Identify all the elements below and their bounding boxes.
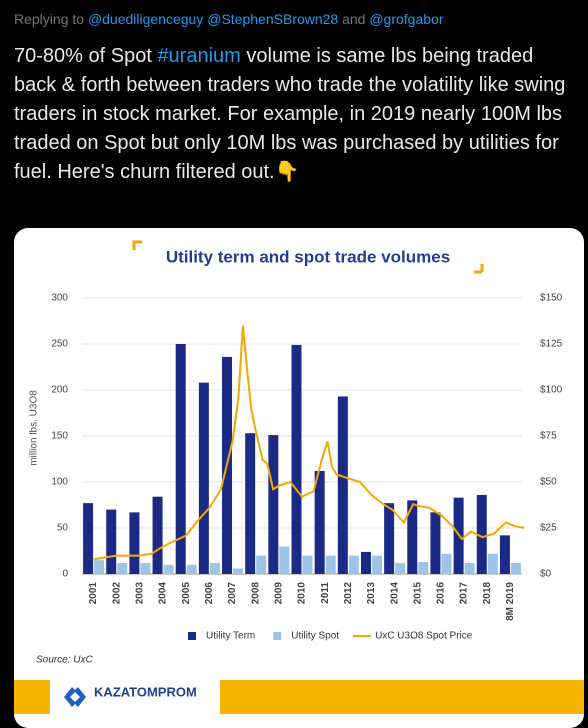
x-tick-label: 2011	[320, 582, 331, 604]
y2-tick-label: $125	[540, 339, 563, 350]
bar	[302, 555, 313, 574]
x-tick-label: 2008	[250, 582, 261, 605]
bar	[129, 512, 140, 574]
bar	[94, 560, 105, 574]
mention[interactable]: @duediligenceguy	[87, 11, 204, 27]
y-tick-label: 100	[51, 477, 68, 488]
y2-tick-label: $75	[540, 431, 557, 442]
y-tick-label: 300	[51, 293, 68, 304]
x-tick-label: 2016	[436, 582, 447, 605]
x-tick-label: 2012	[343, 582, 354, 605]
bar	[163, 564, 174, 574]
source: Source: UxC	[36, 655, 93, 666]
price-line	[93, 325, 525, 561]
bar	[360, 551, 371, 574]
chart-image[interactable]: Utility term and spot trade volumes mill…	[14, 228, 584, 728]
x-tick-label: 2014	[389, 582, 400, 605]
x-tick-label: 2017	[459, 582, 470, 605]
bar	[152, 496, 163, 574]
bar	[314, 470, 325, 574]
mention[interactable]: @grofgabor	[369, 11, 444, 27]
x-tick-label: 2005	[181, 582, 192, 605]
logo-icon	[64, 687, 86, 707]
y-tick-label: 150	[51, 431, 68, 442]
bar	[487, 553, 498, 574]
y-tick-label: 0	[62, 569, 68, 580]
title-bracket	[474, 264, 484, 274]
x-tick-label: 2004	[158, 582, 169, 605]
y2-tick-label: $50	[540, 477, 557, 488]
y-axis-label: million lbs. U3O8	[29, 390, 40, 466]
y-tick-label: 200	[51, 385, 68, 396]
bar	[268, 435, 279, 574]
bar	[371, 555, 382, 574]
legend-label: Utility Spot	[291, 631, 339, 642]
hashtag[interactable]: #uranium	[157, 45, 241, 67]
x-tick-label: 2009	[273, 582, 284, 605]
bar	[441, 553, 452, 574]
bar	[209, 562, 220, 574]
bar	[337, 396, 348, 574]
y2-tick-label: $0	[540, 569, 552, 580]
tweet-text: 70-80% of Spot #uranium volume is same l…	[14, 42, 579, 187]
x-tick-label: 2018	[482, 582, 493, 605]
text: 70-80% of Spot	[14, 45, 158, 67]
bar	[186, 564, 197, 574]
y2-tick-label: $150	[540, 293, 563, 304]
y-tick-label: 250	[51, 339, 68, 350]
legend-label: Utility Term	[206, 631, 255, 642]
legend-label: UxC U3O8 Spot Price	[375, 631, 473, 642]
reply-label: Replying to	[14, 11, 85, 27]
bar	[407, 500, 418, 574]
bar	[510, 562, 521, 574]
logo-text: KAZATOMPROM	[94, 684, 197, 699]
bar	[476, 494, 487, 574]
logo-box	[50, 680, 220, 714]
conjunction: and	[342, 11, 366, 27]
bar	[198, 382, 209, 574]
legend-swatch	[273, 632, 282, 640]
bar	[140, 562, 151, 574]
bar	[430, 512, 441, 574]
x-tick-label: 2013	[366, 582, 377, 605]
bar	[83, 503, 94, 574]
text: volume is same lbs being traded back & f…	[14, 45, 566, 183]
bar	[348, 555, 359, 574]
bar	[117, 562, 128, 574]
bar	[384, 503, 395, 574]
x-tick-label: 8M 2019	[505, 582, 516, 621]
bar	[256, 555, 267, 574]
bar	[175, 344, 186, 574]
x-tick-label: 2006	[204, 582, 215, 605]
mention[interactable]: @StephenSBrown28	[207, 11, 339, 27]
x-tick-label: 2010	[297, 582, 308, 605]
y2-tick-label: $100	[540, 385, 563, 396]
bar	[325, 555, 336, 574]
x-tick-label: 2001	[88, 582, 99, 605]
bar	[464, 562, 475, 574]
y2-tick-label: $25	[540, 523, 557, 534]
x-tick-label: 2015	[412, 582, 423, 605]
chart-title: Utility term and spot trade volumes	[166, 247, 450, 266]
bar	[418, 562, 429, 574]
x-tick-label: 2007	[227, 582, 238, 605]
bar	[395, 562, 406, 574]
x-tick-label: 2003	[135, 582, 146, 605]
legend-swatch	[188, 632, 196, 640]
title-bracket	[132, 240, 142, 250]
y-tick-label: 50	[57, 523, 69, 534]
bar	[233, 568, 244, 574]
x-tick-label: 2002	[111, 582, 122, 605]
chart: Utility term and spot trade volumes mill…	[14, 240, 584, 714]
bar	[499, 535, 510, 574]
reply-line: Replying to @duediligenceguy @StephenSBr…	[14, 11, 444, 27]
bar	[106, 509, 117, 574]
bar	[291, 344, 302, 574]
bar	[245, 433, 256, 574]
bar	[279, 546, 290, 574]
